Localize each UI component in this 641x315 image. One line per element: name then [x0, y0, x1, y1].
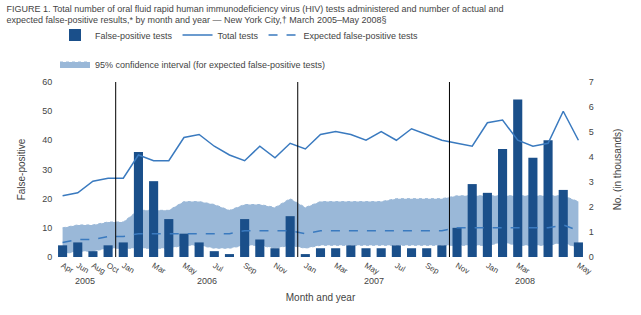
svg-text:Jan: Jan	[484, 261, 500, 275]
svg-text:No. (in thousands): No. (in thousands)	[612, 129, 623, 211]
svg-text:Nov: Nov	[272, 261, 289, 276]
svg-text:Apr: Apr	[60, 261, 76, 275]
svg-text:0: 0	[589, 252, 594, 262]
svg-text:2008: 2008	[515, 276, 535, 286]
svg-text:Jul: Jul	[393, 261, 407, 274]
svg-text:Jan: Jan	[120, 261, 136, 275]
svg-text:May: May	[363, 261, 381, 276]
svg-text:20: 20	[42, 194, 52, 204]
svg-text:False-positive tests: False-positive tests	[95, 31, 173, 41]
svg-text:Aug: Aug	[90, 261, 107, 276]
svg-text:Jan: Jan	[302, 261, 318, 275]
svg-text:40: 40	[42, 135, 52, 145]
svg-text:May: May	[575, 261, 593, 276]
svg-text:2: 2	[589, 202, 594, 212]
svg-text:Sep: Sep	[242, 261, 259, 276]
svg-text:Month and year: Month and year	[286, 292, 356, 303]
svg-text:False-positive: False-positive	[16, 138, 27, 200]
svg-text:6: 6	[589, 102, 594, 112]
svg-text:4: 4	[589, 152, 594, 162]
svg-text:5: 5	[589, 127, 594, 137]
svg-text:0: 0	[47, 252, 52, 262]
svg-text:2007: 2007	[364, 276, 384, 286]
svg-text:Total tests: Total tests	[218, 31, 259, 41]
svg-text:10: 10	[42, 223, 52, 233]
svg-text:2005: 2005	[75, 276, 95, 286]
svg-text:30: 30	[42, 165, 52, 175]
svg-text:May: May	[181, 261, 199, 276]
svg-text:Oct: Oct	[105, 261, 121, 275]
svg-text:50: 50	[42, 106, 52, 116]
svg-text:Nov: Nov	[454, 261, 471, 276]
svg-text:Jun: Jun	[75, 261, 91, 275]
svg-text:95% confidence interval (for e: 95% confidence interval (for expected fa…	[95, 60, 325, 70]
svg-text:Sep: Sep	[424, 261, 441, 276]
svg-text:Mar: Mar	[151, 261, 168, 276]
svg-text:2006: 2006	[197, 276, 217, 286]
svg-text:Jul: Jul	[211, 261, 225, 274]
svg-text:7: 7	[589, 77, 594, 87]
svg-text:3: 3	[589, 177, 594, 187]
svg-text:FIGURE 1. Total number of oral: FIGURE 1. Total number of oral fluid rap…	[6, 4, 503, 26]
svg-text:Mar: Mar	[515, 261, 532, 276]
svg-text:Mar: Mar	[333, 261, 350, 276]
svg-text:1: 1	[589, 227, 594, 237]
svg-text:Expected false-positive tests: Expected false-positive tests	[304, 31, 419, 41]
svg-text:60: 60	[42, 77, 52, 87]
